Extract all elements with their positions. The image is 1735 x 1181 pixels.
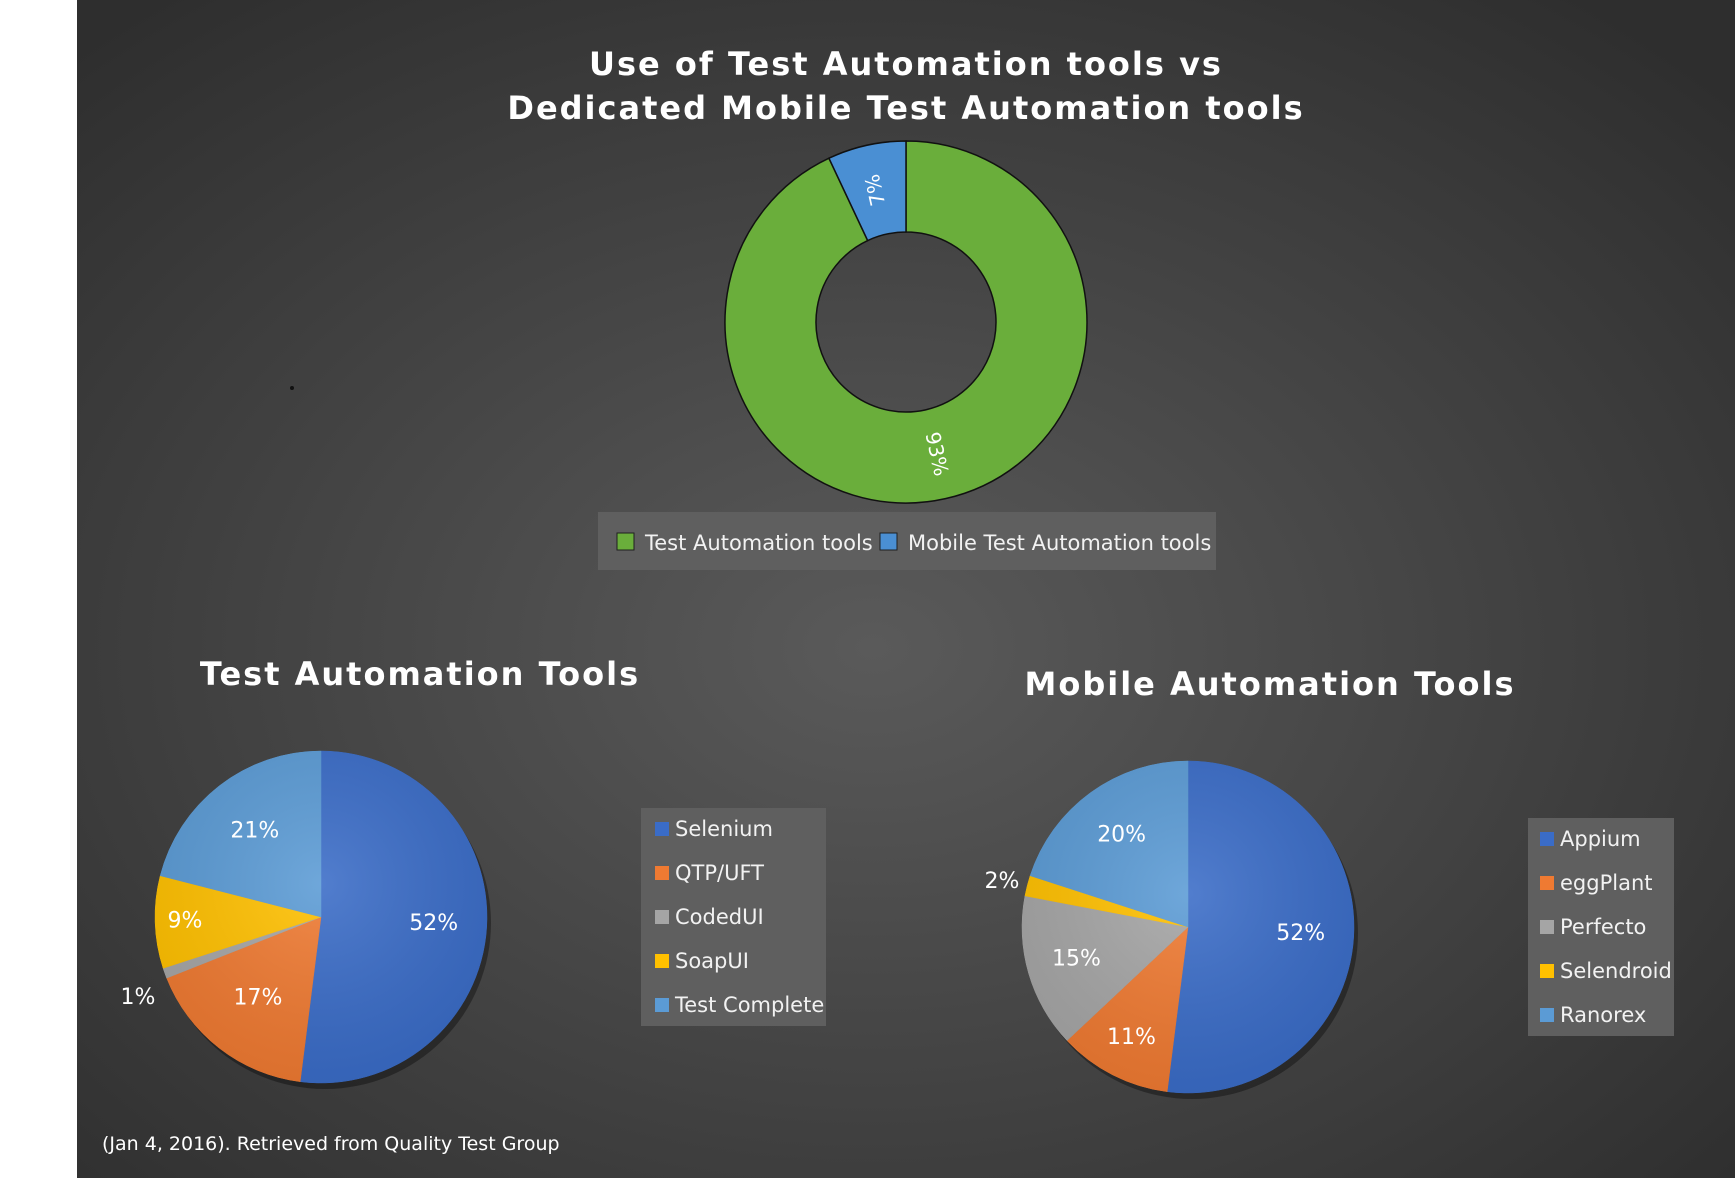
pie-label-eggplant: 11%	[1107, 1025, 1156, 1050]
stray-dot	[290, 386, 294, 390]
doughnut-legend-box	[598, 512, 1216, 570]
legend-swatch-ranorex	[1540, 1008, 1554, 1022]
mobile-automation-pie-chart: Mobile Automation Tools 52% 11% 15% 2% 20% A…	[985, 665, 1674, 1099]
legend-swatch-selenium	[655, 822, 669, 836]
legend-label-appium: Appium	[1560, 827, 1641, 851]
test-automation-pie-chart: Test Automation Tools 52% 17% 1% 9% 21% Sele…	[121, 655, 826, 1089]
legend-label-qtp-uft: QTP/UFT	[675, 861, 764, 885]
legend-swatch-test-automation-tools	[616, 532, 635, 551]
mobile-automation-pie-slices	[1021, 760, 1358, 1099]
legend-swatch-appium	[1540, 832, 1554, 846]
pie-shading	[1022, 761, 1354, 1093]
pie-label-selendroid: 2%	[985, 869, 1020, 894]
legend-swatch-eggplant	[1540, 876, 1554, 890]
mobile-automation-pie-labels: 52% 11% 15% 2% 20%	[985, 823, 1326, 1050]
doughnut-slice-test-automation-tools	[724, 140, 1088, 504]
legend-swatch-codedui	[655, 910, 669, 924]
legend-label-eggplant: eggPlant	[1560, 871, 1653, 895]
legend-swatch-selendroid	[1540, 964, 1554, 978]
test-automation-pie-slices	[154, 750, 491, 1089]
legend-swatch-soapui	[655, 954, 669, 968]
pie-shading	[155, 751, 487, 1083]
legend-label-selendroid: Selendroid	[1560, 959, 1672, 983]
legend-label-soapui: SoapUI	[675, 949, 749, 973]
legend-swatch-perfecto	[1540, 920, 1554, 934]
pie-label-selenium: 52%	[409, 911, 458, 936]
legend-label-selenium: Selenium	[675, 817, 773, 841]
legend-label-test-automation-tools: Test Automation tools	[644, 531, 873, 555]
legend-label-codedui: CodedUI	[675, 905, 764, 929]
pie-label-qtp-uft: 17%	[233, 985, 282, 1010]
doughnut-title-line-1: Use of Test Automation tools vs	[589, 45, 1223, 83]
legend-label-ranorex: Ranorex	[1560, 1003, 1646, 1027]
test-automation-pie-title: Test Automation Tools	[200, 655, 640, 693]
test-automation-legend: Selenium QTP/UFT CodedUI SoapUI Test Complet…	[641, 808, 826, 1026]
legend-swatch-qtp-uft	[655, 866, 669, 880]
legend-label-perfecto: Perfecto	[1560, 915, 1646, 939]
pie-label-test-complete: 21%	[230, 819, 279, 844]
pie-label-appium: 52%	[1276, 921, 1325, 946]
test-automation-legend-items: Selenium QTP/UFT CodedUI SoapUI Test Complet…	[655, 817, 824, 1017]
test-automation-pie-labels: 52% 17% 1% 9% 21%	[121, 819, 459, 1011]
pie-label-perfecto: 15%	[1052, 946, 1101, 971]
legend-label-mobile-test-automation-tools: Mobile Test Automation tools	[908, 531, 1211, 555]
source-note: (Jan 4, 2016). Retrieved from Quality Te…	[102, 1133, 560, 1155]
mobile-automation-pie-title: Mobile Automation Tools	[1024, 665, 1515, 703]
doughnut-chart: Use of Test Automation tools vs Dedicate…	[507, 45, 1304, 570]
legend-swatch-mobile-test-automation-tools	[879, 532, 898, 551]
doughnut-legend: Test Automation tools Mobile Test Automa…	[598, 512, 1216, 570]
pie-label-soapui: 9%	[167, 908, 202, 933]
doughnut-slices	[724, 140, 1088, 504]
test-automation-legend-box	[641, 808, 826, 1026]
doughnut-title-line-2: Dedicated Mobile Test Automation tools	[507, 89, 1304, 127]
pie-label-codedui: 1%	[121, 985, 156, 1010]
legend-label-test-complete: Test Complete	[674, 993, 824, 1017]
doughnut-slice-mobile-test-automation-tools	[827, 140, 907, 242]
mobile-automation-legend-items: Appium eggPlant Perfecto Selendroid Ranorex	[1540, 827, 1672, 1027]
mobile-automation-legend: Appium eggPlant Perfecto Selendroid Ranorex	[1528, 818, 1674, 1036]
pie-label-ranorex: 20%	[1097, 823, 1146, 848]
legend-swatch-test-complete	[655, 998, 669, 1012]
